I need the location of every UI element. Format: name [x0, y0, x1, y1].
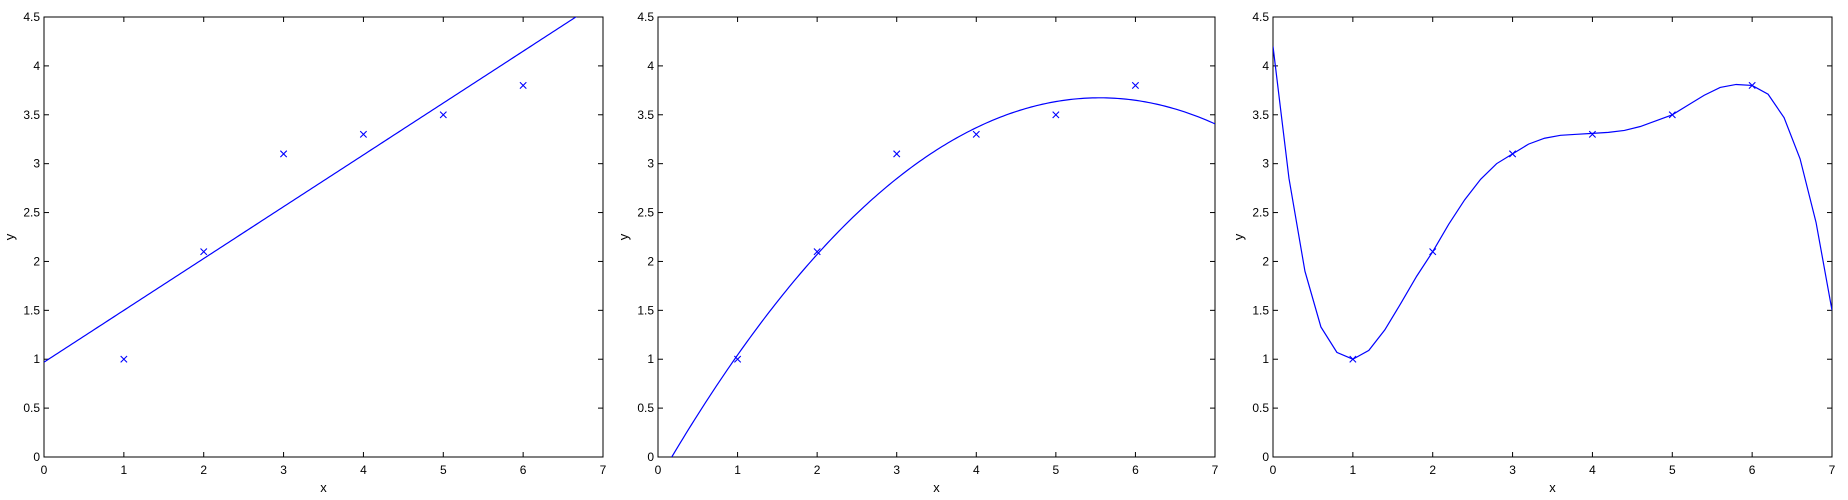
data-point-marker	[439, 111, 447, 119]
y-tick-label: 0	[647, 450, 654, 464]
x-tick-label: 2	[1429, 463, 1436, 477]
x-tick-label: 7	[1829, 463, 1836, 477]
y-tick-label: 1	[33, 352, 40, 366]
data-point-marker	[813, 248, 821, 256]
data-point-marker	[1429, 248, 1437, 256]
y-tick-label: 4	[33, 59, 40, 73]
x-tick-label: 5	[440, 463, 447, 477]
x-tick-label: 2	[814, 463, 821, 477]
x-tick-label: 7	[1212, 463, 1219, 477]
x-tick-label: 5	[1669, 463, 1676, 477]
data-point-marker	[359, 130, 368, 138]
data-point-marker	[733, 355, 742, 363]
x-tick-label: 4	[360, 463, 367, 477]
x-axis-label: x	[933, 480, 940, 495]
x-tick-label: 6	[1132, 463, 1139, 477]
y-tick-label: 0	[33, 450, 40, 464]
x-tick-label: 2	[200, 463, 207, 477]
x-tick-label: 4	[973, 463, 980, 477]
y-tick-label: 4.5	[637, 10, 654, 24]
data-point-marker	[120, 355, 128, 363]
plot-interpolating-curve-axes-box	[1272, 16, 1833, 458]
data-point-marker	[1052, 111, 1060, 119]
y-tick-label: 1.5	[1252, 303, 1269, 317]
x-tick-label: 1	[734, 463, 741, 477]
data-point-marker	[1748, 81, 1756, 90]
y-axis-label: y	[1231, 233, 1246, 240]
data-point-marker	[519, 81, 527, 90]
y-tick-label: 2.5	[23, 206, 40, 220]
fit-line	[44, 17, 577, 363]
y-tick-label: 0.5	[637, 401, 654, 415]
data-point-marker	[1668, 111, 1676, 119]
y-tick-label: 3.5	[23, 108, 40, 122]
data-point-marker	[893, 150, 901, 158]
y-tick-label: 4.5	[1252, 10, 1269, 24]
y-tick-label: 4	[647, 59, 654, 73]
y-tick-label: 4	[1262, 59, 1269, 73]
x-axis-label: x	[320, 480, 327, 495]
y-tick-label: 1	[1262, 352, 1269, 366]
data-point-marker	[1508, 150, 1517, 158]
y-tick-label: 0.5	[1252, 401, 1269, 415]
y-tick-label: 3	[647, 157, 654, 171]
x-tick-label: 0	[41, 463, 48, 477]
x-tick-label: 1	[121, 463, 128, 477]
y-tick-label: 4.5	[23, 10, 40, 24]
x-tick-label: 3	[1509, 463, 1516, 477]
x-tick-label: 3	[280, 463, 287, 477]
fit-line	[671, 97, 1215, 457]
y-axis-label: y	[616, 233, 631, 240]
y-axis-label: y	[2, 233, 17, 240]
x-tick-label: 4	[1589, 463, 1596, 477]
y-tick-label: 2	[647, 254, 654, 268]
y-tick-label: 2	[1262, 254, 1269, 268]
interpolation-curve	[1273, 46, 1832, 360]
y-tick-label: 3	[33, 157, 40, 171]
y-tick-label: 0.5	[23, 401, 40, 415]
data-point-marker	[200, 248, 208, 256]
x-tick-label: 3	[893, 463, 900, 477]
y-tick-label: 3.5	[637, 108, 654, 122]
y-tick-label: 1.5	[23, 303, 40, 317]
y-tick-label: 2.5	[1252, 206, 1269, 220]
x-axis-label: x	[1549, 480, 1556, 495]
y-tick-label: 1	[647, 352, 654, 366]
y-tick-label: 2.5	[637, 206, 654, 220]
plot-quadratic-fit-axes-box	[657, 16, 1216, 458]
plot-linear-fit: 0 1 2 3 4 5 6 7 0 0.5 1 1.5 2 2.5 3 3.5 4 4.5 x y	[2, 10, 607, 495]
plot-interpolating-curve: 0 1 2 3 4 5 6 7 0 0.5 1 1.5 2 2.5 3 3.5 4 4.5 x y	[1231, 10, 1836, 495]
data-point-marker	[972, 130, 980, 138]
y-tick-label: 3	[1262, 157, 1269, 171]
data-point-marker	[279, 150, 288, 158]
x-tick-label: 7	[600, 463, 607, 477]
x-tick-label: 0	[655, 463, 662, 477]
plot-quadratic-fit: 0 1 2 3 4 5 6 7 0 0.5 1 1.5 2 2.5 3 3.5 4 4.5 x y	[616, 10, 1219, 495]
x-tick-label: 5	[1053, 463, 1060, 477]
x-tick-label: 6	[520, 463, 527, 477]
x-tick-label: 0	[1270, 463, 1277, 477]
x-tick-label: 6	[1749, 463, 1756, 477]
plot-linear-fit-axes-box	[43, 16, 604, 458]
x-tick-label: 1	[1350, 463, 1357, 477]
y-tick-label: 0	[1262, 450, 1269, 464]
data-point-marker	[1131, 81, 1140, 90]
data-point-marker	[1349, 355, 1357, 363]
y-tick-label: 1.5	[637, 303, 654, 317]
data-point-marker	[1588, 130, 1597, 138]
y-tick-label: 3.5	[1252, 108, 1269, 122]
y-tick-label: 2	[33, 254, 40, 268]
